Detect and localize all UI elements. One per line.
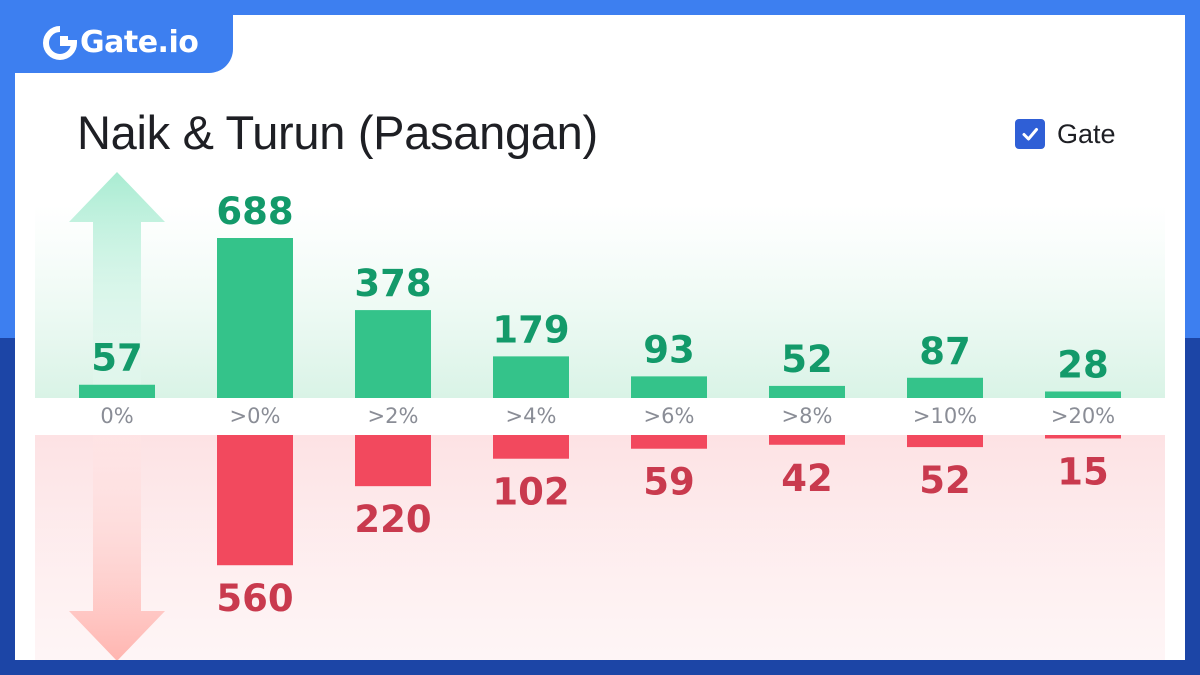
down-value-label: 59 <box>643 461 695 504</box>
chart-card: Gate.io Naik & Turun (Pasangan) Gate <box>15 15 1185 660</box>
legend-checkbox[interactable] <box>1015 119 1045 149</box>
up-bar <box>355 310 431 398</box>
x-tick-label: >0% <box>230 404 281 428</box>
down-value-label: 15 <box>1057 450 1109 493</box>
up-value-label: 87 <box>919 330 971 373</box>
up-value-label: 179 <box>492 308 569 351</box>
up-arrow-icon <box>69 172 165 397</box>
x-tick-label: >8% <box>782 404 833 428</box>
legend-label: Gate <box>1057 118 1116 149</box>
up-value-label: 57 <box>91 337 143 380</box>
down-bar <box>631 435 707 449</box>
up-value-label: 52 <box>781 338 833 381</box>
up-value-label: 93 <box>643 328 695 371</box>
x-tick-label: >4% <box>506 404 557 428</box>
x-tick-label: >6% <box>644 404 695 428</box>
down-arrow-icon <box>69 435 165 660</box>
chart-title: Naik & Turun (Pasangan) <box>77 106 598 159</box>
x-tick-label: >20% <box>1051 404 1115 428</box>
up-bar <box>217 238 293 398</box>
down-value-label: 42 <box>781 457 833 500</box>
logo-tab: Gate.io <box>15 15 233 73</box>
up-value-label: 28 <box>1057 343 1109 386</box>
up-bar <box>631 376 707 398</box>
down-bar <box>1045 435 1121 439</box>
up-bar <box>79 384 155 398</box>
up-bar <box>1045 391 1121 398</box>
legend[interactable]: Gate <box>1015 116 1116 152</box>
brand-name: Gate.io <box>80 25 199 60</box>
up-bar <box>769 385 845 398</box>
bar-chart: 0% 57 >0% 688 560 >2% 378 220 >4% 179 102 >6% 93 59 >8… <box>35 172 1165 660</box>
down-value-label: 102 <box>492 471 569 514</box>
gate-logo-icon <box>43 26 78 60</box>
down-value-label: 560 <box>216 577 293 620</box>
down-value-label: 52 <box>919 459 971 502</box>
up-bar <box>493 356 569 398</box>
down-zone-background <box>35 435 1165 660</box>
up-value-label: 378 <box>354 262 431 305</box>
up-value-label: 688 <box>216 190 293 233</box>
up-bar <box>907 377 983 398</box>
x-tick-label: >10% <box>913 404 977 428</box>
up-zone-background <box>35 205 1165 398</box>
x-tick-label: >2% <box>368 404 419 428</box>
checkmark-icon <box>1022 128 1038 141</box>
down-bar <box>217 435 293 566</box>
brand-logo: Gate.io <box>42 23 199 63</box>
down-bar <box>769 435 845 445</box>
down-bar <box>493 435 569 459</box>
x-tick-label: 0% <box>100 404 133 428</box>
down-value-label: 220 <box>354 498 431 541</box>
down-bar <box>907 435 983 448</box>
down-bar <box>355 435 431 487</box>
